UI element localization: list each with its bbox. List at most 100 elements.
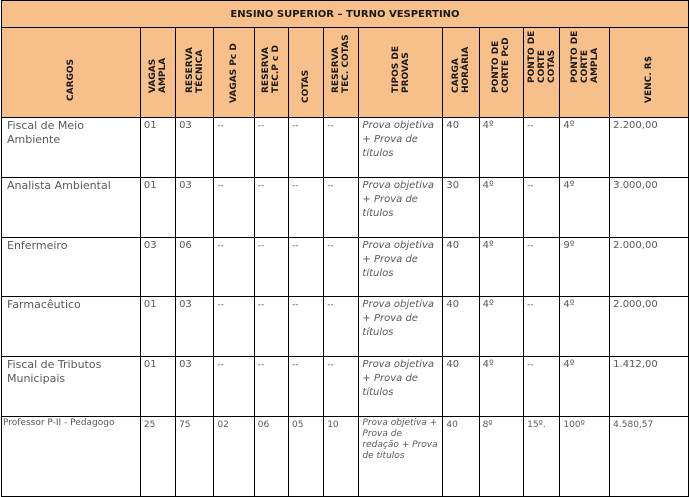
cell-reserva-tec-cotas: -- xyxy=(323,177,360,238)
header-ponto-corte-pcd: PONTO DE CORTE PcD xyxy=(478,27,525,118)
cell-corte-ampla: 4º xyxy=(559,296,611,357)
cell-corte-cotas: -- xyxy=(523,237,561,297)
cell-cargo: Enfermeiro xyxy=(1,237,141,297)
cell-corte-cotas: 15º. xyxy=(523,416,561,497)
cell-reserva-tecnica: 03 xyxy=(175,356,215,417)
cell-reserva-tec-pcd: -- xyxy=(253,117,289,178)
header-reserva-tecnica: RESERVA TÉCNICA xyxy=(175,27,215,118)
cell-reserva-tec-pcd: -- xyxy=(253,177,289,238)
cell-carga: 40 xyxy=(442,117,480,178)
cell-cargo: Analista Ambiental xyxy=(1,177,141,238)
cell-corte-cotas: -- xyxy=(523,356,561,417)
cell-cotas: -- xyxy=(287,237,325,297)
cell-reserva-tec-cotas: 10 xyxy=(323,416,360,497)
cell-corte-ampla: 4º xyxy=(559,177,611,238)
header-cargos: CARGOS xyxy=(1,27,141,118)
cell-vagas-ampla: 01 xyxy=(139,296,177,357)
cell-carga: 30 xyxy=(442,177,480,238)
cell-reserva-tec-pcd: -- xyxy=(253,296,289,357)
cell-reserva-tec-cotas: -- xyxy=(323,237,360,297)
cell-corte-cotas: -- xyxy=(523,117,561,178)
cell-reserva-tec-cotas: -- xyxy=(323,117,360,178)
cell-corte-ampla: 100º xyxy=(559,416,611,497)
cell-corte-ampla: 4º xyxy=(559,356,611,417)
cell-venc: 3.000,00 xyxy=(609,177,689,238)
table-row: Fiscal de Tributos Municipais 01 03 -- -… xyxy=(1,356,689,417)
cell-corte-cotas: -- xyxy=(523,296,561,357)
cell-venc: 1.412,00 xyxy=(609,356,689,417)
cell-carga: 40 xyxy=(442,237,480,297)
cell-cargo: Farmacêutico xyxy=(1,296,141,357)
cell-vagas-pcd: 02 xyxy=(213,416,255,497)
table-row: Professor P-II - Pedagogo 25 75 02 06 05… xyxy=(1,416,689,497)
cell-carga: 40 xyxy=(442,416,480,497)
cell-corte-ampla: 4º xyxy=(559,117,611,178)
header-row: CARGOS VAGAS AMPLA RESERVA TÉCNICA VAGAS P… xyxy=(1,27,689,118)
cell-corte-pcd: 4º xyxy=(478,237,525,297)
cell-carga: 40 xyxy=(442,296,480,357)
cell-reserva-tec-cotas: -- xyxy=(323,356,360,417)
cell-corte-ampla: 9º xyxy=(559,237,611,297)
cell-vagas-pcd: -- xyxy=(213,296,255,357)
cell-cotas: -- xyxy=(287,117,325,178)
cell-vagas-ampla: 25 xyxy=(139,416,177,497)
cell-cargo: Fiscal de Tributos Municipais xyxy=(1,356,141,417)
header-vagas-ampla: VAGAS AMPLA xyxy=(139,27,177,118)
cell-cargo: Professor P-II - Pedagogo xyxy=(1,416,141,497)
cell-corte-cotas: -- xyxy=(523,177,561,238)
cell-provas: Prova objetiva + Prova de títulos xyxy=(358,356,444,417)
cell-cotas: -- xyxy=(287,356,325,417)
cell-corte-pcd: 4º xyxy=(478,296,525,357)
header-carga-horaria: CARGA HORÁRIA xyxy=(442,27,480,118)
cell-vagas-pcd: -- xyxy=(213,237,255,297)
header-vagas-pcd: VAGAS Pc D xyxy=(213,27,255,118)
cell-venc: 4.580,57 xyxy=(609,416,689,497)
header-reserva-tec-pcd: RESERVA TEC.P c D xyxy=(253,27,289,118)
header-ponto-corte-ampla: PONTO DE CORTE AMPLA xyxy=(559,27,611,118)
header-venc: VENC. R$ xyxy=(609,27,689,118)
cell-cotas: -- xyxy=(287,177,325,238)
cell-vagas-pcd: -- xyxy=(213,356,255,417)
cell-reserva-tecnica: 75 xyxy=(175,416,215,497)
cell-vagas-ampla: 01 xyxy=(139,356,177,417)
cell-provas: Prova objetiva + Prova de redação + Prov… xyxy=(358,416,444,497)
table-row: Analista Ambiental 01 03 -- -- -- -- Pro… xyxy=(1,177,689,238)
cell-reserva-tecnica: 03 xyxy=(175,296,215,357)
header-ponto-corte-cotas: PONTO DE CORTE COTAS xyxy=(523,27,561,118)
header-cotas: COTAS xyxy=(287,27,325,118)
cell-vagas-pcd: -- xyxy=(213,177,255,238)
cell-reserva-tec-pcd: -- xyxy=(253,237,289,297)
header-tipos-provas: TIPOS DE PROVAS xyxy=(358,27,444,118)
cell-corte-pcd: 4º xyxy=(478,177,525,238)
cell-cargo: Fiscal de Meio Ambiente xyxy=(1,117,141,178)
cell-cotas: 05 xyxy=(287,416,325,497)
cell-reserva-tec-cotas: -- xyxy=(323,296,360,357)
cell-vagas-ampla: 01 xyxy=(139,117,177,178)
table-title: ENSINO SUPERIOR – TURNO VESPERTINO xyxy=(1,0,689,28)
cell-venc: 2.000,00 xyxy=(609,296,689,357)
cell-vagas-ampla: 03 xyxy=(139,237,177,297)
table-row: Enfermeiro 03 06 -- -- -- -- Prova objet… xyxy=(1,237,689,297)
cell-corte-pcd: 4º xyxy=(478,117,525,178)
cell-cotas: -- xyxy=(287,296,325,357)
cell-vagas-pcd: -- xyxy=(213,117,255,178)
cell-venc: 2.000,00 xyxy=(609,237,689,297)
cell-reserva-tecnica: 03 xyxy=(175,177,215,238)
cell-provas: Prova objetiva + Prova de títulos xyxy=(358,117,444,178)
table-row: Fiscal de Meio Ambiente 01 03 -- -- -- -… xyxy=(1,117,689,178)
cell-reserva-tecnica: 03 xyxy=(175,117,215,178)
cell-provas: Prova objetiva + Prova de títulos xyxy=(358,177,444,238)
cell-reserva-tec-pcd: -- xyxy=(253,356,289,417)
cell-reserva-tec-pcd: 06 xyxy=(253,416,289,497)
header-reserva-tec-cotas: RESERVA TEC. COTAS xyxy=(323,27,360,118)
cell-carga: 40 xyxy=(442,356,480,417)
cell-reserva-tecnica: 06 xyxy=(175,237,215,297)
cell-provas: Prova objetiva + Prova de títulos xyxy=(358,296,444,357)
cell-provas: Prova objetiva + Prova de títulos xyxy=(358,237,444,297)
cell-vagas-ampla: 01 xyxy=(139,177,177,238)
cell-corte-pcd: 8º xyxy=(478,416,525,497)
cell-corte-pcd: 4º xyxy=(478,356,525,417)
table-row: Farmacêutico 01 03 -- -- -- -- Prova obj… xyxy=(1,296,689,357)
